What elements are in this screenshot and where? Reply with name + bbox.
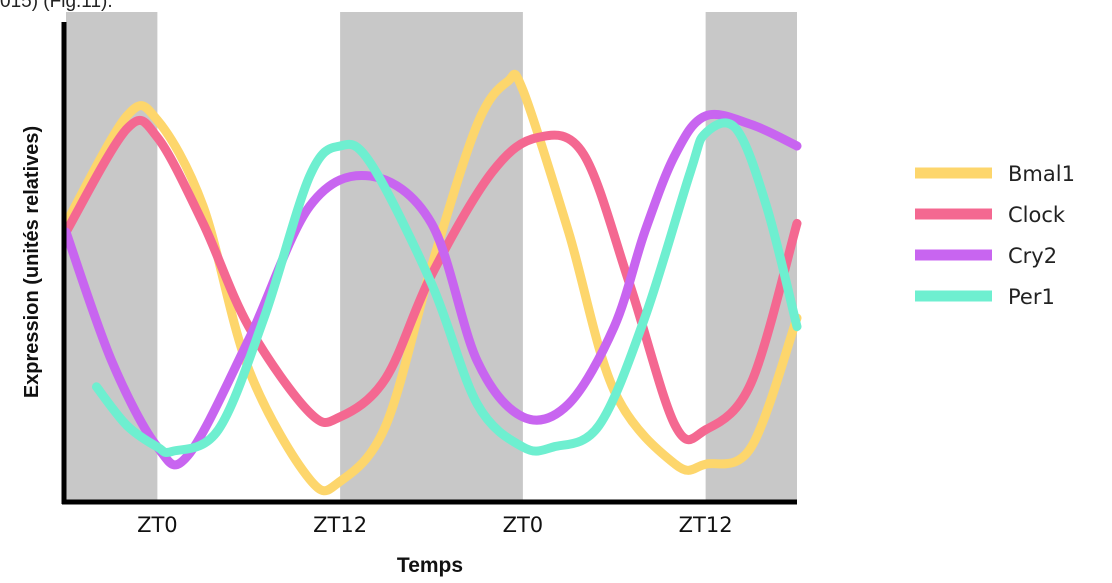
x-axis-label: Temps <box>397 554 463 577</box>
x-tick-label-4: ZT12 <box>679 513 733 537</box>
x-tick-label-3: ZT0 <box>503 513 544 537</box>
series-line-per1 <box>92 118 802 457</box>
legend-label-cry2: Cry2 <box>1008 244 1057 268</box>
y-axis-label: Expression (unités relatives) <box>21 126 43 398</box>
legend-label-per1: Per1 <box>1008 285 1055 309</box>
series-lines <box>61 69 802 496</box>
legend: Bmal1 Clock Cry2 Per1 <box>915 162 1075 309</box>
series-line-bmal1 <box>61 69 802 496</box>
series-line-cry2 <box>61 109 802 470</box>
x-tick-label-2: ZT12 <box>313 513 367 537</box>
caption-fragment: 015) (Fig.11). <box>0 0 113 12</box>
x-tick-labels: ZT0 ZT12 ZT0 ZT12 <box>137 513 733 537</box>
x-tick-label-1: ZT0 <box>137 513 178 537</box>
legend-label-clock: Clock <box>1008 203 1066 227</box>
legend-label-bmal1: Bmal1 <box>1008 162 1075 186</box>
series-line-clock <box>61 116 802 444</box>
axes <box>61 22 797 505</box>
